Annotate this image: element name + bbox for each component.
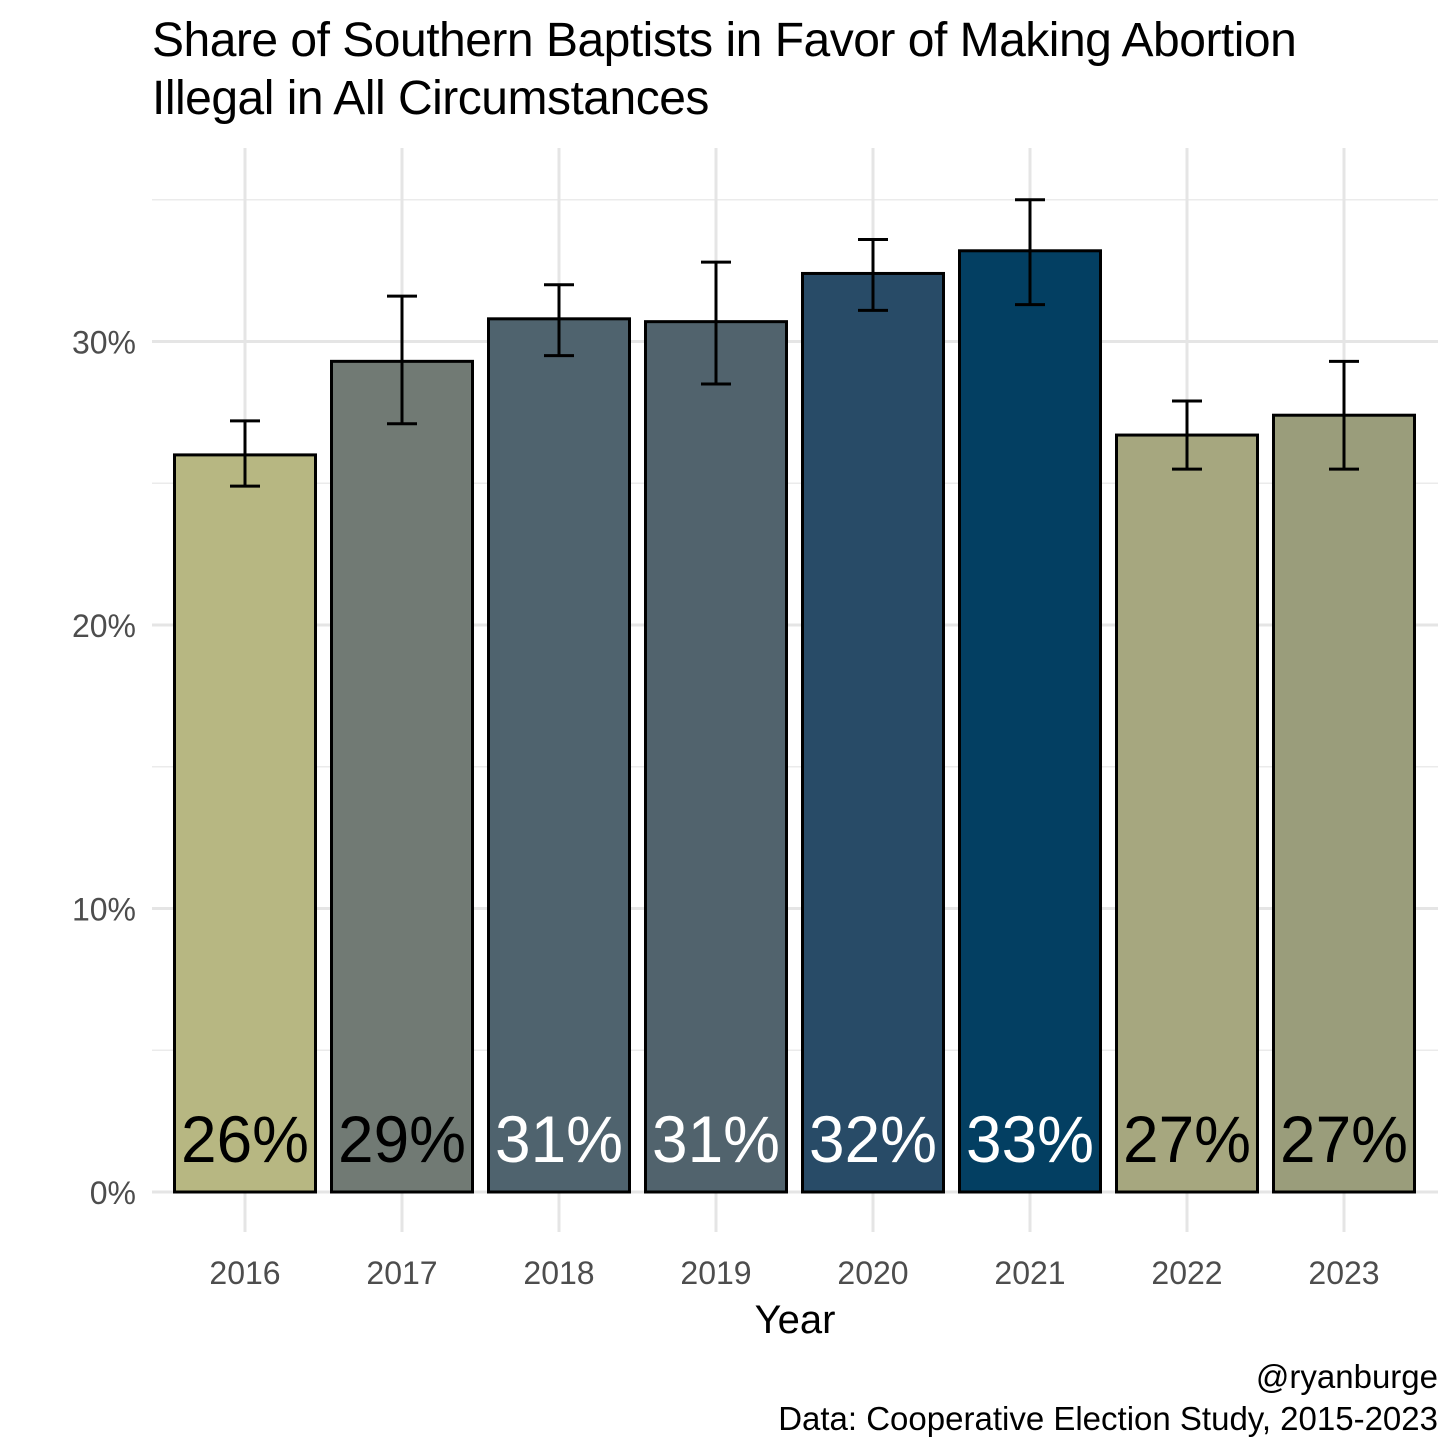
caption-handle: @ryanburge	[1255, 1358, 1438, 1395]
data-label: 26%	[181, 1102, 309, 1176]
bar	[173, 453, 317, 1194]
bar	[644, 320, 788, 1194]
chart-title-line-1: Share of Southern Baptists in Favor of M…	[152, 14, 1297, 67]
data-label: 33%	[966, 1102, 1094, 1176]
y-tick-label: 0%	[90, 1175, 136, 1211]
chart-title-line-2: Illegal in All Circumstances	[152, 72, 709, 125]
x-tick-label: 2020	[837, 1255, 908, 1291]
x-tick-label: 2018	[523, 1255, 594, 1291]
bar	[801, 271, 945, 1194]
bar	[330, 359, 474, 1194]
y-tick-label: 30%	[72, 325, 136, 361]
x-tick-label: 2019	[680, 1255, 751, 1291]
data-label: 31%	[495, 1102, 623, 1176]
data-label: 32%	[809, 1102, 937, 1176]
x-tick-label: 2017	[366, 1255, 437, 1291]
bar	[487, 317, 631, 1194]
bar	[958, 249, 1102, 1194]
y-tick-label: 10%	[72, 892, 136, 928]
y-tick-label: 20%	[72, 608, 136, 644]
x-axis-title: Year	[755, 1298, 836, 1342]
x-tick-label: 2022	[1151, 1255, 1222, 1291]
bar	[1272, 413, 1416, 1194]
data-label: 27%	[1123, 1102, 1251, 1176]
chart-title: Share of Southern Baptists in Favor of M…	[152, 12, 1432, 128]
data-label: 29%	[338, 1102, 466, 1176]
caption-source: Data: Cooperative Election Study, 2015-2…	[778, 1400, 1438, 1437]
x-tick-label: 2016	[209, 1255, 280, 1291]
data-label: 27%	[1280, 1102, 1408, 1176]
x-tick-label: 2021	[994, 1255, 1065, 1291]
data-label: 31%	[652, 1102, 780, 1176]
bar	[1115, 433, 1259, 1194]
x-tick-label: 2023	[1308, 1255, 1379, 1291]
